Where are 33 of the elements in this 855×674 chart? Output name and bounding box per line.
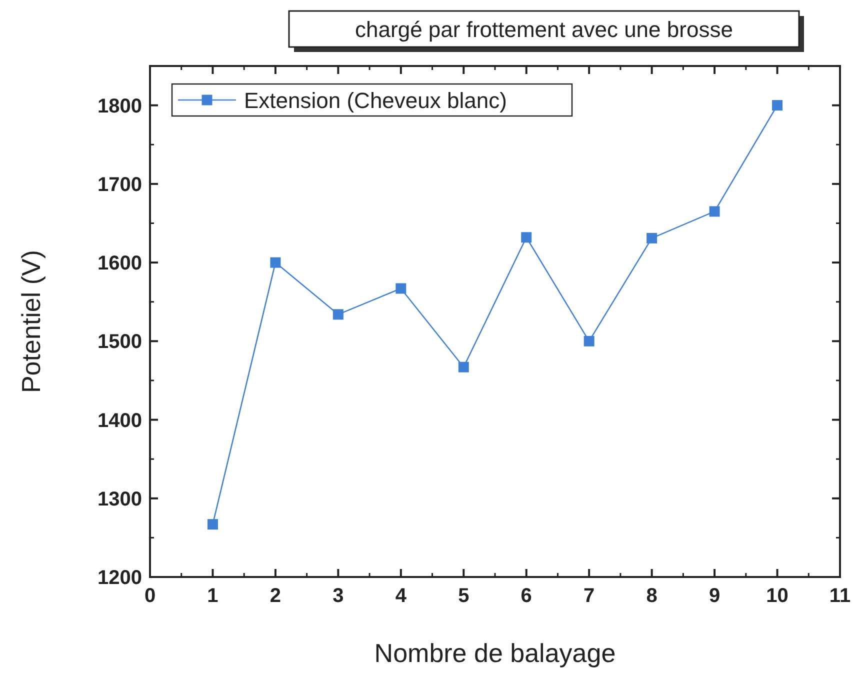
y-tick-label: 1700	[98, 174, 142, 196]
point	[584, 336, 594, 346]
y-tick-label: 1600	[98, 252, 142, 275]
chart-title: chargé par frottement avec une brosse	[355, 17, 733, 42]
point	[521, 232, 532, 243]
x-axis-title: Nombre de balayage	[374, 638, 616, 668]
x-tick-label: 8	[646, 585, 658, 607]
y-tick-label: 1300	[98, 488, 142, 510]
y-tick-label: 1200	[98, 567, 142, 589]
point	[270, 257, 281, 268]
y-axis-title: Potentiel (V)	[16, 250, 46, 394]
point	[772, 100, 783, 111]
point	[396, 283, 406, 294]
x-tick-label: 7	[584, 585, 595, 607]
point	[332, 309, 344, 320]
y-tick-label: 1800	[98, 95, 142, 118]
y-tick-label: 1400	[98, 410, 142, 432]
x-tick-label: 5	[458, 585, 470, 607]
x-tick-label: 0	[144, 585, 156, 607]
legend-label: Extension (Cheveux blanc)	[244, 88, 507, 113]
x-tick-label: 2	[270, 585, 282, 607]
y-tick-label: 1500	[98, 331, 142, 354]
x-tick-label: 9	[708, 585, 720, 607]
point	[207, 519, 218, 530]
point	[646, 232, 658, 244]
x-tick-label: 10	[766, 585, 788, 607]
point	[458, 362, 469, 372]
x-tick-label: 6	[520, 585, 532, 607]
x-tick-label: 1	[207, 585, 218, 607]
x-tick-label: 3	[332, 585, 344, 607]
point	[709, 206, 720, 217]
x-tick-label: 4	[395, 585, 408, 607]
x-tick-label: 11	[829, 585, 851, 607]
